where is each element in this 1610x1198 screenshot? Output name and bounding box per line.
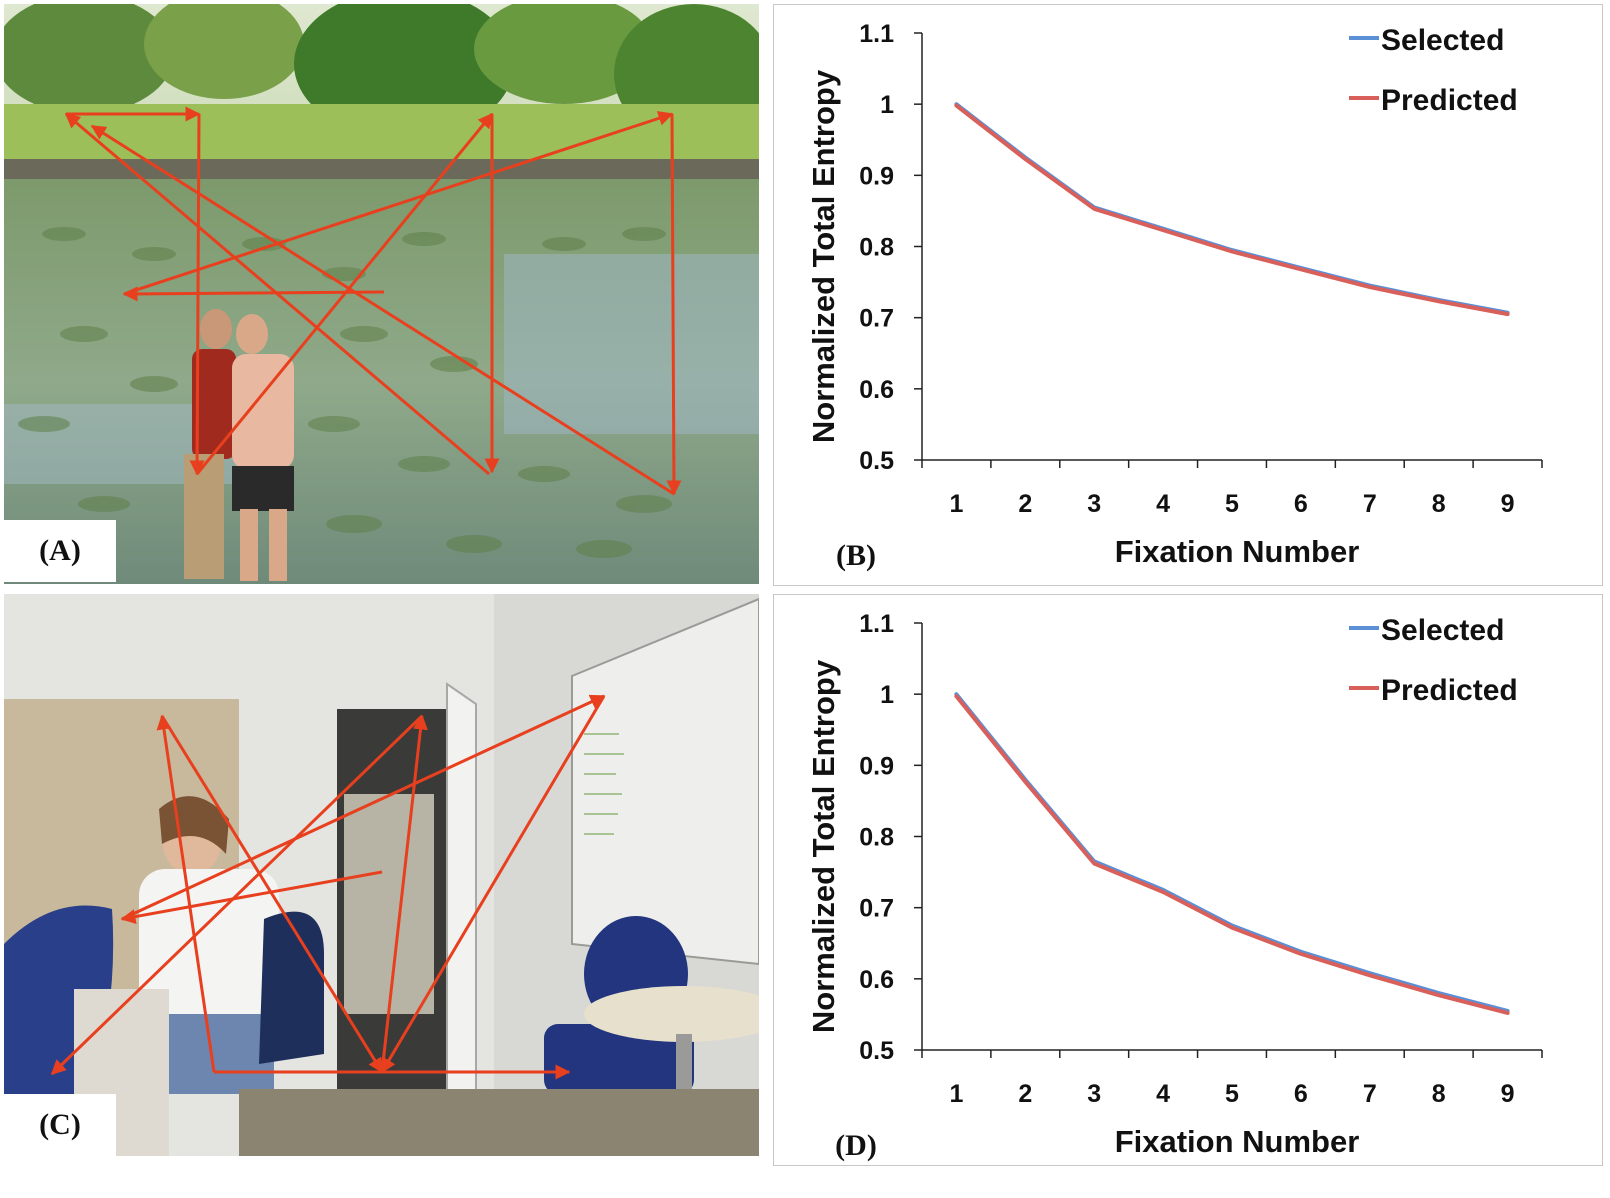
y-tick-label: 1 bbox=[880, 91, 894, 119]
y-tick-label: 0.7 bbox=[859, 305, 894, 333]
y-tick-label: 0.7 bbox=[859, 895, 894, 923]
y-tick-label: 1.1 bbox=[859, 610, 894, 638]
chart-b: 0.5 0.6 0.7 0.8 0.9 1 1.1 1 2 3 4 5 6 7 8 9 Fixation Num… bbox=[806, 20, 1543, 572]
y-tick-label: 0.5 bbox=[859, 447, 894, 475]
series-line-predicted bbox=[954, 103, 1510, 317]
panel-label-a: (A) bbox=[4, 520, 116, 582]
legend-label-selected: Selected bbox=[1381, 614, 1504, 647]
x-tick-label: 3 bbox=[1087, 490, 1101, 518]
pond-scene-drawing bbox=[4, 4, 759, 584]
x-tick-label: 8 bbox=[1432, 1080, 1446, 1108]
chart-panel-label: (B) bbox=[836, 539, 876, 572]
x-tick-label: 4 bbox=[1156, 490, 1170, 518]
x-tick-label: 1 bbox=[949, 1080, 963, 1108]
photo-office-scanpath bbox=[4, 594, 759, 1156]
y-tick-label: 0.9 bbox=[859, 752, 894, 780]
x-tick-label: 7 bbox=[1363, 490, 1377, 518]
y-tick-label: 0.6 bbox=[859, 376, 894, 404]
x-tick-label: 6 bbox=[1294, 1080, 1308, 1108]
x-tick-label: 1 bbox=[949, 490, 963, 518]
x-tick-label: 9 bbox=[1501, 1080, 1515, 1108]
y-tick-label: 0.6 bbox=[859, 966, 894, 994]
x-tick-label: 8 bbox=[1432, 490, 1446, 518]
x-tick-label: 4 bbox=[1156, 1080, 1170, 1108]
y-tick-label: 0.8 bbox=[859, 234, 894, 262]
chart-d: 0.5 0.6 0.7 0.8 0.9 1 1.1 1 2 3 4 5 6 7 8 9 Fixation Num… bbox=[806, 610, 1543, 1162]
x-tick-label: 9 bbox=[1501, 490, 1515, 518]
x-tick-label: 6 bbox=[1294, 490, 1308, 518]
office-scanpath bbox=[50, 694, 606, 1080]
series-line-predicted bbox=[954, 694, 1510, 1015]
chart-panel-label: (D) bbox=[835, 1129, 877, 1162]
y-tick-label: 1.1 bbox=[859, 20, 894, 48]
x-tick-label: 3 bbox=[1087, 1080, 1101, 1108]
chart-b-frame: 0.5 0.6 0.7 0.8 0.9 1 1.1 1 2 3 4 5 6 7 8 9 Fixation Num… bbox=[773, 4, 1603, 586]
x-tick-label: 5 bbox=[1225, 1080, 1239, 1108]
legend-label-selected: Selected bbox=[1381, 24, 1504, 57]
x-axis-title: Fixation Number bbox=[1115, 534, 1360, 569]
series-line-selected bbox=[954, 102, 1510, 315]
y-tick-label: 0.9 bbox=[859, 162, 894, 190]
y-axis-title: Normalized Total Entropy bbox=[806, 69, 841, 443]
series-line-selected bbox=[954, 692, 1510, 1013]
legend-label-predicted: Predicted bbox=[1381, 84, 1518, 117]
x-tick-label: 7 bbox=[1363, 1080, 1377, 1108]
x-tick-label: 2 bbox=[1018, 490, 1032, 518]
x-tick-label: 5 bbox=[1225, 490, 1239, 518]
panel-label-c: (C) bbox=[4, 1094, 116, 1156]
y-tick-label: 0.5 bbox=[859, 1037, 894, 1065]
pond-scanpath bbox=[64, 106, 682, 496]
x-axis-title: Fixation Number bbox=[1115, 1124, 1360, 1159]
office-scene-drawing bbox=[4, 594, 759, 1156]
chart-d-frame: 0.5 0.6 0.7 0.8 0.9 1 1.1 1 2 3 4 5 6 7 8 9 Fixation Num… bbox=[773, 594, 1603, 1166]
y-tick-label: 1 bbox=[880, 681, 894, 709]
y-axis-title: Normalized Total Entropy bbox=[806, 659, 841, 1033]
legend-label-predicted: Predicted bbox=[1381, 674, 1518, 707]
photo-pond-scanpath bbox=[4, 4, 759, 584]
x-tick-label: 2 bbox=[1018, 1080, 1032, 1108]
y-tick-label: 0.8 bbox=[859, 824, 894, 852]
